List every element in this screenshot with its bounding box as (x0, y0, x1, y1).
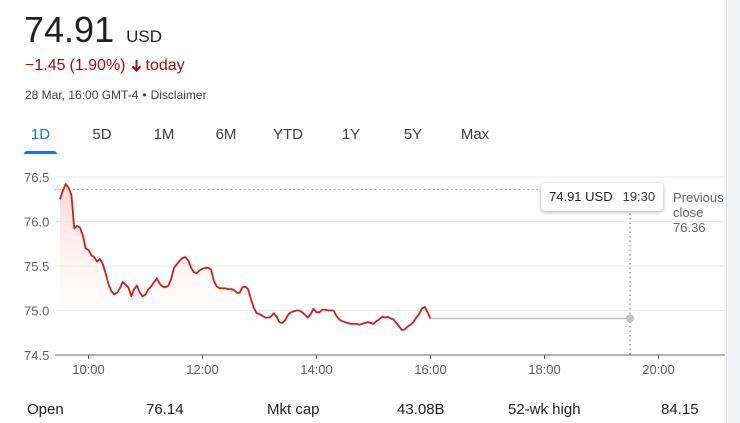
x-tick-label: 16:00 (414, 362, 447, 377)
tab-1y[interactable]: 1Y (341, 126, 361, 143)
timestamp: 28 Mar, 16:00 GMT-4 (25, 88, 139, 102)
y-tick-label: 74.5 (24, 348, 49, 363)
tooltip-time: 19:30 (622, 189, 656, 204)
tab-max[interactable]: Max (460, 126, 490, 143)
key-stats-row: Open 76.14 Mkt cap 43.08B 52-wk high 84.… (0, 398, 725, 422)
stat-open-label: Open (27, 401, 64, 418)
stat-52wk-high-label: 52-wk high (508, 401, 581, 418)
tooltip-price: 74.91 USD (549, 189, 613, 204)
previous-close-value: 76.36 (673, 220, 706, 235)
tab-ytd[interactable]: YTD (273, 126, 303, 143)
change-period: today (145, 57, 185, 74)
arrow-down-icon (131, 60, 141, 72)
price-area (60, 184, 431, 355)
price-chart[interactable]: 74.5 75.0 75.5 76.0 76.5 10:00 12:00 14:00 16:0… (0, 160, 725, 390)
tab-5y[interactable]: 5Y (403, 126, 423, 143)
tab-5d[interactable]: 5D (92, 126, 112, 143)
x-tick-label: 12:00 (186, 362, 219, 377)
x-tick-label: 10:00 (72, 362, 105, 377)
y-tick-label: 76.5 (24, 170, 49, 185)
y-tick-label: 76.0 (24, 215, 49, 230)
currency-label: USD (126, 27, 162, 46)
tab-6m[interactable]: 6M (215, 126, 237, 143)
x-tick-label: 18:00 (528, 362, 561, 377)
tab-1d[interactable]: 1D (24, 121, 57, 154)
y-tick-label: 75.0 (24, 304, 49, 319)
window-edge (725, 0, 740, 423)
hover-tooltip: 74.91 USD 19:30 (541, 183, 664, 211)
hover-marker-dot (626, 314, 634, 323)
stat-52wk-high-value: 84.15 (661, 401, 699, 418)
change-percent: (1.90%) (69, 57, 126, 74)
price-header: 74.91 USD (24, 8, 162, 52)
price-change: −1.45 (1.90%) today (25, 57, 185, 75)
change-value: −1.45 (25, 57, 66, 74)
x-tick-label: 20:00 (642, 362, 675, 377)
previous-close-line1: Previous (673, 190, 724, 205)
timestamp-row: 28 Mar, 16:00 GMT-4 • Disclaimer (25, 88, 207, 102)
stat-mktcap-label: Mkt cap (267, 401, 320, 418)
current-price: 74.91 (24, 9, 115, 50)
stat-open-value: 76.14 (146, 401, 184, 418)
separator: • (142, 88, 147, 102)
tab-1m[interactable]: 1M (153, 126, 175, 143)
previous-close-label: Previous close 76.36 (673, 190, 724, 235)
stat-mktcap-value: 43.08B (397, 401, 445, 418)
x-tick-label: 14:00 (300, 362, 333, 377)
y-tick-label: 75.5 (24, 259, 49, 274)
disclaimer-link[interactable]: Disclaimer (150, 88, 207, 102)
price-line (59, 183, 432, 331)
previous-close-line2: close (673, 205, 704, 220)
